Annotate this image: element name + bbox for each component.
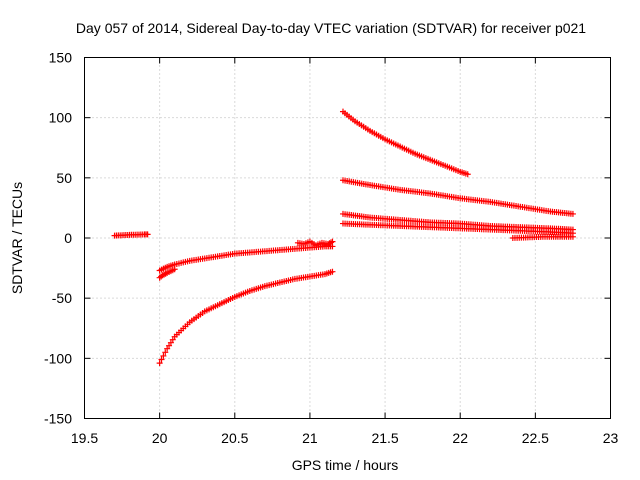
series-seg10 bbox=[509, 233, 576, 241]
data-point bbox=[169, 336, 176, 343]
series-seg9 bbox=[339, 220, 576, 237]
y-tick-label: 150 bbox=[49, 50, 73, 66]
data-point bbox=[144, 231, 151, 238]
series-seg7 bbox=[339, 177, 576, 217]
x-tick-label: 19.5 bbox=[71, 430, 98, 446]
series-seg6 bbox=[339, 108, 471, 178]
data-point bbox=[171, 266, 178, 273]
data-points bbox=[111, 108, 576, 367]
chart-title: Day 057 of 2014, Sidereal Day-to-day VTE… bbox=[76, 20, 586, 36]
plot-frame bbox=[84, 57, 611, 419]
data-point bbox=[166, 342, 173, 349]
x-tick-label: 20 bbox=[152, 430, 168, 446]
series-seg1 bbox=[111, 231, 151, 239]
y-tick-label: -150 bbox=[44, 411, 72, 427]
x-axis-tick-labels: 19.5 20 20.5 21 21.5 22 22.5 23 bbox=[71, 430, 619, 446]
x-tick-label: 20.5 bbox=[221, 430, 248, 446]
x-tick-label: 22.5 bbox=[522, 430, 549, 446]
x-tick-label: 23 bbox=[603, 430, 619, 446]
data-point bbox=[156, 360, 163, 367]
x-tick-label: 21.5 bbox=[371, 430, 398, 446]
data-point bbox=[158, 356, 165, 363]
x-tick-label: 22 bbox=[452, 430, 468, 446]
data-point bbox=[164, 345, 171, 352]
y-tick-label: -100 bbox=[44, 350, 72, 366]
data-point bbox=[569, 210, 576, 217]
data-point bbox=[160, 352, 167, 359]
data-point bbox=[162, 349, 169, 356]
series-seg5 bbox=[294, 238, 336, 249]
series-seg3 bbox=[156, 266, 178, 281]
x-tick-label: 21 bbox=[302, 430, 318, 446]
grid-lines bbox=[84, 57, 611, 419]
data-point bbox=[167, 339, 174, 346]
y-axis-tick-labels: -150 -100 -50 0 50 100 150 bbox=[44, 50, 72, 427]
data-point bbox=[329, 268, 336, 275]
data-point bbox=[329, 238, 336, 245]
y-tick-label: -50 bbox=[52, 290, 72, 306]
y-tick-label: 0 bbox=[64, 230, 72, 246]
series-seg4 bbox=[156, 268, 336, 367]
y-tick-label: 100 bbox=[49, 110, 73, 126]
y-tick-label: 50 bbox=[56, 170, 72, 186]
series-seg8 bbox=[339, 210, 576, 233]
y-axis-label: SDTVAR / TECUs bbox=[9, 182, 25, 294]
data-point bbox=[569, 233, 576, 240]
series-seg2 bbox=[156, 243, 336, 274]
data-point bbox=[464, 171, 471, 178]
x-axis-label: GPS time / hours bbox=[292, 457, 399, 473]
